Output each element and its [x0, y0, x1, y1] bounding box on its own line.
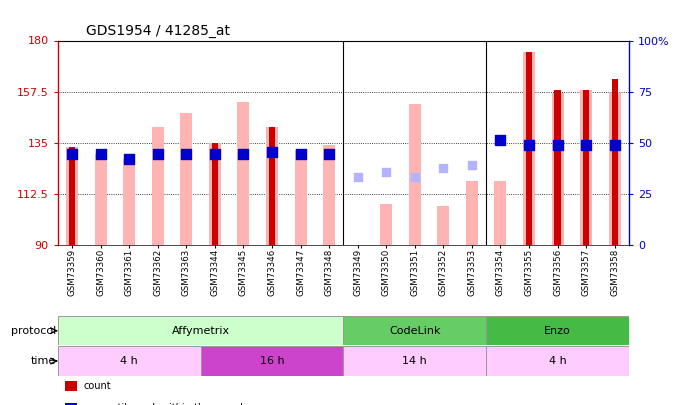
- Point: [95, 151, 106, 158]
- Bar: [466, 181, 478, 245]
- Bar: [69, 147, 75, 245]
- Bar: [58, 316, 343, 345]
- Point: [67, 151, 78, 158]
- Text: time: time: [31, 356, 56, 366]
- Point: [209, 151, 220, 158]
- Point: [324, 151, 335, 158]
- Text: 14 h: 14 h: [403, 356, 427, 366]
- Point: [352, 174, 363, 180]
- Text: 16 h: 16 h: [260, 356, 284, 366]
- Bar: [409, 104, 421, 245]
- Bar: [526, 52, 532, 245]
- Bar: [523, 52, 535, 245]
- Bar: [486, 346, 629, 376]
- Bar: [209, 143, 221, 245]
- Text: Affymetrix: Affymetrix: [171, 326, 230, 336]
- Bar: [323, 145, 335, 245]
- Bar: [609, 93, 621, 245]
- Point: [409, 174, 420, 180]
- Point: [381, 169, 392, 175]
- Point: [124, 156, 135, 162]
- Text: count: count: [84, 381, 112, 391]
- Bar: [237, 102, 250, 245]
- Bar: [269, 127, 275, 245]
- Bar: [580, 90, 592, 245]
- Point: [552, 142, 563, 148]
- Point: [181, 151, 192, 158]
- Text: CodeLink: CodeLink: [389, 326, 441, 336]
- Bar: [180, 113, 192, 245]
- Text: GDS1954 / 41285_at: GDS1954 / 41285_at: [86, 24, 231, 38]
- Bar: [494, 181, 507, 245]
- Bar: [95, 154, 107, 245]
- Point: [438, 164, 449, 171]
- Bar: [266, 127, 278, 245]
- Bar: [152, 127, 164, 245]
- Bar: [211, 143, 218, 245]
- Point: [466, 162, 477, 169]
- Text: Enzo: Enzo: [544, 326, 571, 336]
- Bar: [437, 207, 449, 245]
- Bar: [343, 346, 486, 376]
- Bar: [294, 149, 307, 245]
- Point: [495, 137, 506, 144]
- Bar: [554, 90, 561, 245]
- Bar: [201, 346, 343, 376]
- Text: 4 h: 4 h: [120, 356, 138, 366]
- Bar: [486, 316, 629, 345]
- Bar: [551, 93, 564, 245]
- Point: [238, 151, 249, 158]
- Point: [524, 142, 534, 148]
- Bar: [583, 90, 590, 245]
- Text: protocol: protocol: [11, 326, 56, 336]
- Point: [267, 149, 277, 155]
- Bar: [66, 147, 78, 245]
- Text: percentile rank within the sample: percentile rank within the sample: [84, 403, 249, 405]
- Bar: [611, 79, 618, 245]
- Text: 4 h: 4 h: [549, 356, 566, 366]
- Bar: [380, 204, 392, 245]
- Point: [609, 142, 620, 148]
- Point: [152, 151, 163, 158]
- Bar: [58, 346, 201, 376]
- Point: [581, 142, 592, 148]
- Point: [295, 151, 306, 158]
- Bar: [343, 316, 486, 345]
- Bar: [123, 159, 135, 245]
